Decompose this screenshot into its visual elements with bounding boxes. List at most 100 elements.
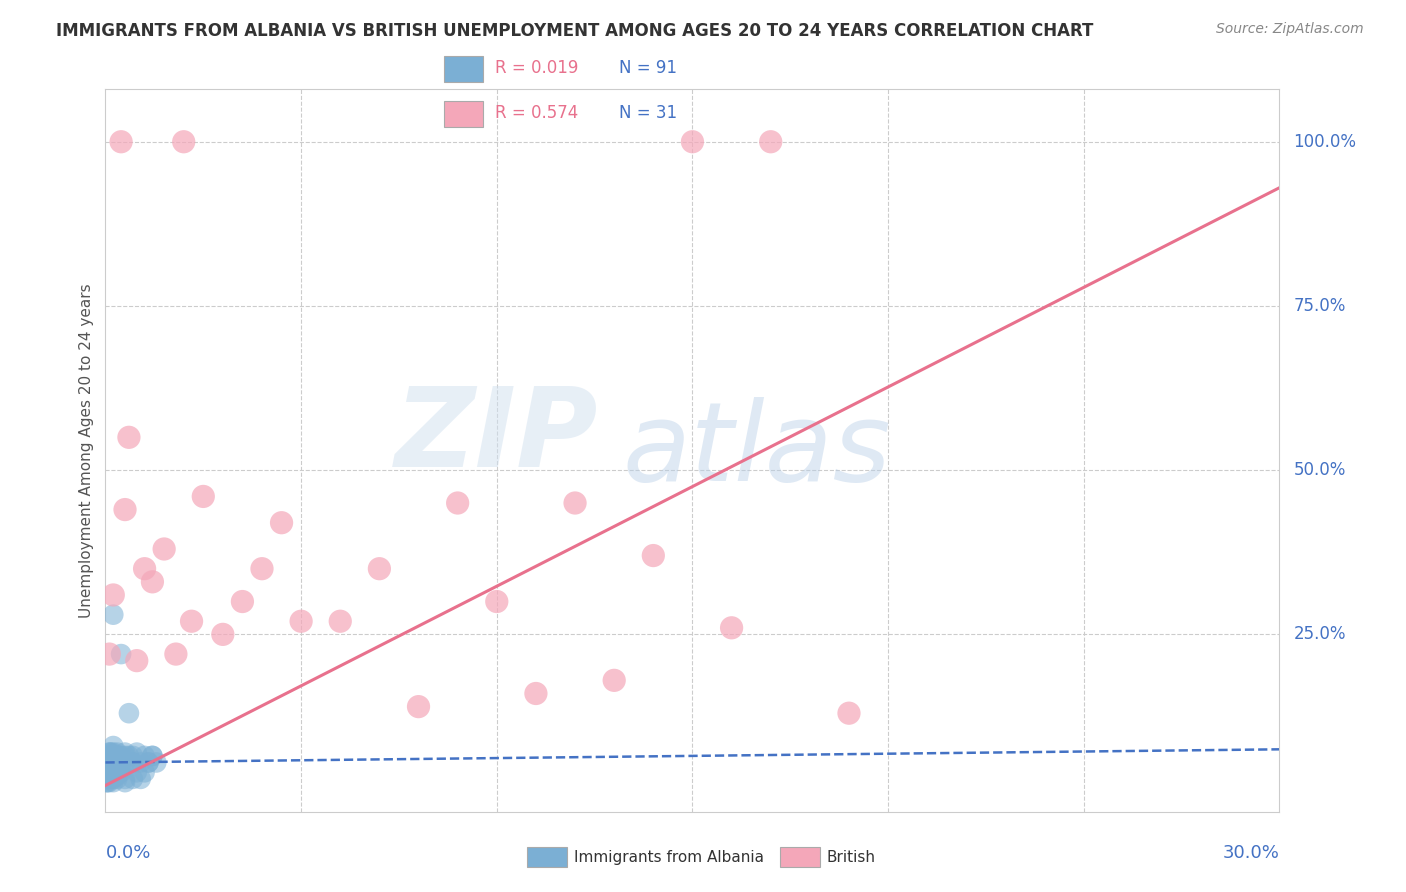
Point: [103, 748, 125, 763]
Point: [105, 772, 128, 786]
Point: [96, 752, 118, 766]
Point: [564, 496, 586, 510]
Point: [141, 574, 163, 589]
Point: [103, 756, 125, 770]
Y-axis label: Unemployment Among Ages 20 to 24 years: Unemployment Among Ages 20 to 24 years: [79, 283, 94, 618]
Point: [96, 758, 118, 772]
Point: [97, 758, 120, 772]
Point: [105, 752, 128, 766]
Point: [103, 588, 125, 602]
Text: 100.0%: 100.0%: [1294, 133, 1357, 151]
Point: [103, 607, 125, 622]
Point: [759, 135, 782, 149]
Point: [290, 614, 312, 628]
Point: [110, 765, 132, 780]
Point: [97, 752, 120, 766]
Point: [153, 541, 176, 556]
Text: R = 0.019: R = 0.019: [495, 60, 579, 78]
Point: [141, 748, 163, 763]
Point: [96, 765, 118, 780]
Text: N = 31: N = 31: [619, 104, 678, 122]
Point: [173, 135, 195, 149]
Point: [110, 135, 132, 149]
Point: [96, 769, 118, 783]
Point: [98, 772, 121, 786]
Point: [98, 746, 121, 760]
Point: [96, 772, 118, 786]
Point: [94, 758, 117, 772]
Point: [98, 647, 121, 661]
Point: [103, 746, 125, 760]
Point: [96, 762, 118, 776]
Point: [129, 756, 152, 770]
Point: [96, 772, 118, 786]
Point: [447, 496, 470, 510]
Point: [100, 746, 122, 760]
Point: [524, 686, 547, 700]
Point: [97, 772, 120, 786]
Point: [138, 756, 160, 770]
Point: [100, 752, 122, 766]
Point: [94, 765, 117, 780]
Point: [103, 772, 125, 786]
Point: [97, 765, 120, 780]
Point: [121, 756, 143, 770]
Text: atlas: atlas: [621, 397, 890, 504]
Point: [145, 756, 167, 770]
Point: [98, 765, 121, 780]
Point: [105, 756, 128, 770]
FancyBboxPatch shape: [444, 56, 484, 82]
Point: [368, 562, 391, 576]
Point: [121, 772, 143, 786]
Point: [682, 135, 704, 149]
Point: [110, 748, 132, 763]
Point: [118, 706, 141, 721]
Point: [114, 502, 136, 516]
Text: British: British: [827, 850, 876, 864]
Point: [98, 746, 121, 760]
Point: [103, 775, 125, 789]
Point: [134, 748, 156, 763]
Point: [125, 654, 148, 668]
Point: [118, 430, 141, 444]
Point: [98, 748, 121, 763]
Point: [838, 706, 860, 721]
Point: [96, 765, 118, 780]
Point: [103, 739, 125, 753]
Point: [141, 748, 163, 763]
Text: Immigrants from Albania: Immigrants from Albania: [574, 850, 763, 864]
Point: [94, 775, 117, 789]
Point: [165, 647, 187, 661]
Point: [193, 490, 215, 504]
Point: [134, 765, 156, 780]
Point: [643, 549, 665, 563]
Point: [408, 699, 430, 714]
Point: [98, 758, 121, 772]
Point: [250, 562, 273, 576]
Point: [114, 775, 136, 789]
Point: [98, 769, 121, 783]
Text: 50.0%: 50.0%: [1294, 461, 1346, 479]
Point: [104, 748, 127, 763]
Point: [134, 562, 156, 576]
Point: [110, 756, 132, 770]
Point: [98, 756, 121, 770]
Point: [103, 752, 125, 766]
Point: [105, 748, 128, 763]
Point: [96, 769, 118, 783]
Point: [125, 765, 148, 780]
Text: N = 91: N = 91: [619, 60, 678, 78]
Point: [96, 752, 118, 766]
Point: [96, 765, 118, 780]
Text: R = 0.574: R = 0.574: [495, 104, 579, 122]
Point: [97, 765, 120, 780]
Point: [110, 647, 132, 661]
Point: [96, 752, 118, 766]
Point: [98, 765, 121, 780]
Point: [720, 621, 742, 635]
Text: Source: ZipAtlas.com: Source: ZipAtlas.com: [1216, 22, 1364, 37]
Point: [105, 765, 128, 780]
Point: [121, 748, 143, 763]
Point: [98, 752, 121, 766]
Point: [114, 756, 136, 770]
